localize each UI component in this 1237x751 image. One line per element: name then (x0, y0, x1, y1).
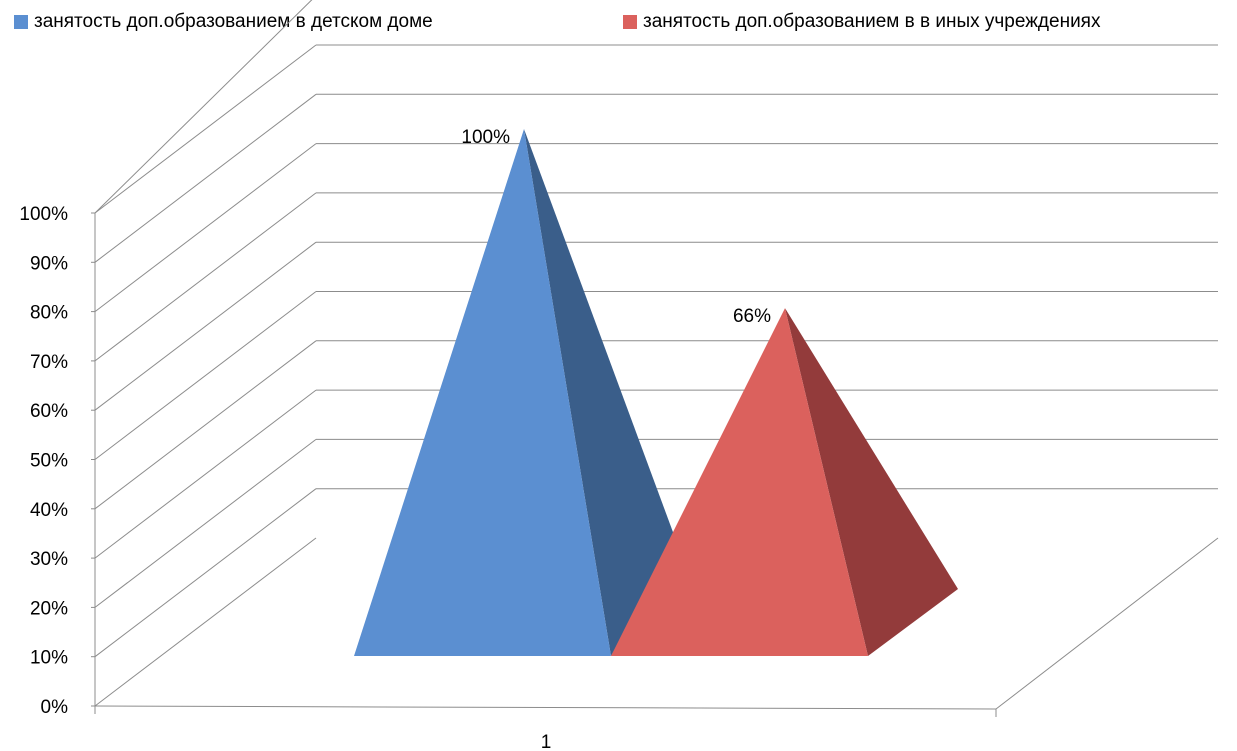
side-wall-gridline (94, 192, 317, 362)
pyramid-1-front-face (354, 129, 611, 656)
legend-swatch-series-1 (14, 15, 28, 29)
y-tick-label: 40% (30, 500, 68, 521)
side-wall-gridline (94, 537, 317, 707)
y-tick-label: 0% (41, 697, 69, 718)
floor-front-edge (94, 705, 997, 710)
pyramid-2-side-face (785, 308, 958, 656)
y-tick-label: 50% (30, 451, 68, 472)
floor-right-edge (995, 537, 1219, 710)
y-axis-ticks: 0% 10% 20% 30% 40% 50% 60% 70% 80% 90% 100% (19, 204, 68, 718)
x-category-label: 1 (541, 732, 552, 751)
pyramid-2-front-face (611, 308, 868, 656)
data-labels: 100% 66% (461, 127, 771, 327)
side-wall-gridline (94, 93, 317, 263)
side-wall-gridline (94, 488, 317, 658)
side-wall-gridline (94, 0, 313, 214)
y-tick-label: 10% (30, 648, 68, 669)
y-tick-label: 100% (19, 204, 68, 225)
side-wall-gridline (94, 291, 317, 460)
legend-swatch-series-2 (623, 15, 637, 29)
pyramid-1-side-face (524, 129, 677, 656)
legend-label-series-2: занятость доп.образованием в в иных учре… (643, 11, 1101, 32)
legend-item-series-2: занятость доп.образованием в в иных учре… (623, 10, 1100, 34)
y-tick-label: 90% (30, 253, 68, 274)
data-label-series-1: 100% (461, 127, 510, 148)
side-wall-gridline (94, 389, 317, 559)
x-axis-categories: 1 (541, 732, 552, 751)
side-wall-gridline (94, 439, 317, 608)
data-label-series-2: 66% (733, 306, 771, 327)
y-tick-label: 30% (30, 549, 68, 570)
pyramid-series (354, 129, 958, 656)
side-wall-gridline (94, 44, 317, 214)
y-tick-label: 20% (30, 598, 68, 619)
side-wall-gridline (94, 241, 317, 411)
legend-label-series-1: занятость доп.образованием в детском дом… (34, 11, 433, 32)
y-tick-label: 60% (30, 401, 68, 422)
y-tick-label: 70% (30, 352, 68, 373)
side-wall-gridline (94, 340, 317, 510)
side-wall-gridline (94, 143, 317, 312)
y-tick-label: 80% (30, 303, 68, 324)
legend-item-series-1: занятость доп.образованием в детском дом… (14, 10, 433, 34)
